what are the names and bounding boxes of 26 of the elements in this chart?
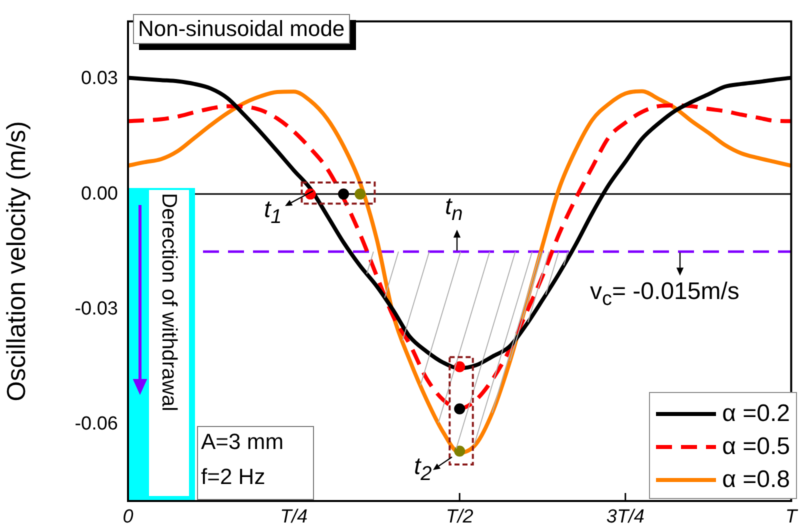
x-tick-label: T/2: [446, 506, 474, 528]
point: [454, 403, 466, 414]
annotation: t$_{2}$: [414, 453, 432, 485]
legend-label: α =0.2: [722, 400, 790, 428]
point: [338, 188, 350, 200]
annotation: Non-sinusoidal mode: [133, 14, 350, 44]
ref-line-label: v$_{c}$= -0.015m/s: [590, 278, 740, 310]
annotation: t$_{n}$: [445, 193, 463, 225]
x-tick-label: T: [785, 506, 798, 528]
y-tick-label: -0.03: [74, 298, 118, 320]
point: [354, 188, 366, 200]
annotation: A=3 mm: [201, 429, 284, 454]
legend-label: α =0.5: [722, 432, 790, 460]
annotation: Derection of withdrawal: [149, 190, 189, 496]
x-tick-label: 3T/4: [606, 506, 644, 528]
point: [454, 361, 466, 372]
point: [454, 446, 466, 457]
annotation: t$_{1}$: [264, 196, 282, 228]
annotation: f=2 Hz: [201, 464, 266, 489]
legend-label: α =0.8: [722, 466, 790, 494]
y-tick-label: -0.06: [74, 414, 118, 434]
x-tick-label: 0: [122, 506, 134, 528]
y-tick-label: 0.03: [81, 68, 118, 90]
y-axis-title: Oscillation velocity (m/s): [0, 121, 31, 402]
x-tick-label: T/4: [280, 506, 308, 528]
y-tick-label: 0.00: [81, 183, 118, 204]
